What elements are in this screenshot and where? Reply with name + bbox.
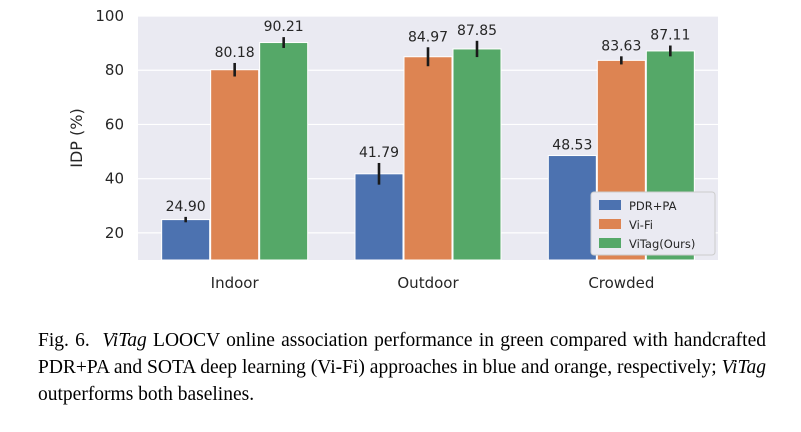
y-tick-label: 80: [105, 61, 124, 79]
legend-swatch: [599, 238, 621, 248]
figure-caption: Fig. 6. ViTag LOOCV online association p…: [38, 327, 766, 408]
y-axis-label: IDP (%): [67, 108, 86, 167]
y-tick-label: 60: [105, 115, 124, 133]
value-label: 41.79: [359, 145, 399, 161]
value-label: 80.18: [215, 45, 255, 61]
legend-swatch: [599, 219, 621, 229]
bars-group: [161, 42, 695, 261]
bar: [259, 42, 309, 261]
value-label: 87.85: [457, 23, 497, 39]
y-tick-label: 40: [105, 170, 124, 188]
caption-part: LOOCV online association performance in …: [38, 330, 766, 378]
caption-prefix: Fig. 6.: [38, 330, 90, 351]
legend-entry: Vi-Fi: [629, 218, 653, 232]
bar: [547, 155, 597, 261]
error-bars-group: [184, 37, 672, 223]
legend-swatch: [599, 200, 621, 210]
value-label: 48.53: [552, 138, 592, 154]
caption-part: ViTag: [102, 330, 147, 351]
legend-entry: ViTag(Ours): [629, 237, 695, 251]
legend-entry: PDR+PA: [629, 199, 677, 213]
bar: [354, 173, 404, 261]
x-tick-labels: Indoor Outdoor Crowded: [211, 274, 655, 292]
value-label: 90.21: [264, 19, 304, 35]
value-label: 83.63: [601, 38, 641, 54]
caption-part: ViTag: [721, 357, 766, 378]
value-labels-group: 24.90 80.18 90.21 41.79 84.97 87.85 48.53 83.63…: [166, 19, 691, 215]
bar: [210, 69, 260, 261]
caption-body: ViTag LOOCV online association performan…: [38, 330, 766, 405]
y-tick-label: 20: [105, 224, 124, 242]
bar-chart: 24.90 80.18 90.21 41.79 84.97 87.85 48.53 83.63…: [67, 7, 718, 292]
x-tick-label: Crowded: [588, 274, 654, 292]
legend: PDR+PA Vi-Fi ViTag(Ours): [590, 191, 716, 256]
x-tick-label: Indoor: [211, 274, 260, 292]
value-label: 87.11: [650, 28, 690, 44]
bar: [161, 219, 211, 261]
value-label: 84.97: [408, 29, 448, 45]
bar: [403, 56, 453, 261]
y-tick-labels: 20 40 60 80 100: [95, 7, 124, 242]
x-tick-label: Outdoor: [397, 274, 459, 292]
value-label: 24.90: [166, 199, 206, 215]
legend-box: [590, 191, 716, 256]
y-tick-label: 100: [95, 7, 124, 25]
caption-part: outperforms both baselines.: [38, 384, 255, 405]
bar: [452, 48, 502, 261]
